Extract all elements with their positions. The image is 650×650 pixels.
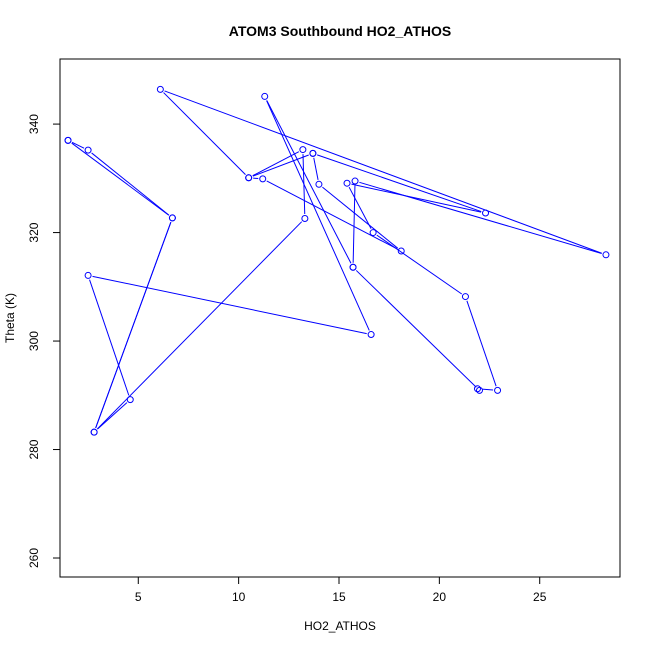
y-tick-label: 340 [27, 114, 41, 134]
series-segment [164, 90, 602, 254]
data-point [475, 386, 483, 394]
data-point [84, 271, 92, 279]
data-point [367, 331, 375, 339]
y-tick-label: 260 [27, 548, 41, 568]
series-segment [96, 221, 303, 430]
series-segment [266, 180, 398, 250]
series-segment [316, 154, 482, 213]
data-point [309, 149, 317, 157]
series-segment [89, 279, 130, 396]
series-segment [91, 152, 170, 216]
series-segment [97, 402, 128, 430]
data-point [349, 263, 357, 271]
x-tick-label: 20 [433, 590, 447, 604]
series-layer [64, 85, 610, 436]
series-segment [92, 275, 367, 335]
data-point [259, 175, 267, 183]
series-segment [355, 270, 477, 388]
series-segment [95, 221, 172, 429]
data-point [64, 136, 72, 144]
data-point [168, 214, 176, 222]
x-axis-label: HO2_ATHOS [304, 619, 376, 633]
series-segment [266, 100, 370, 331]
series-segment [163, 92, 246, 175]
series-2 [245, 149, 502, 394]
x-axis: 5 10 15 20 25 [135, 576, 547, 604]
data-point [261, 92, 269, 100]
data-point [369, 229, 377, 237]
series-segment [322, 186, 399, 249]
data-point [473, 385, 481, 393]
data-point [351, 177, 359, 185]
series-segment [252, 154, 309, 177]
data-point [301, 214, 309, 222]
plot-area [59, 58, 621, 578]
data-point [343, 179, 351, 187]
data-point [90, 428, 98, 436]
data-point [482, 209, 490, 217]
data-point [126, 396, 134, 404]
series-segment [266, 100, 352, 264]
series-segment [376, 234, 463, 295]
series-1 [64, 85, 610, 436]
series-segment [71, 141, 85, 149]
series-segment [351, 183, 482, 213]
data-point [245, 174, 253, 182]
data-point [299, 146, 307, 154]
data-point [397, 247, 405, 255]
data-point [602, 251, 610, 259]
y-tick-label: 280 [27, 439, 41, 459]
y-tick-label: 300 [27, 331, 41, 351]
series-segment [466, 300, 497, 387]
x-tick-label: 25 [533, 590, 547, 604]
series-segment [313, 157, 319, 180]
data-point [494, 386, 502, 394]
y-axis: 260 280 300 320 340 [27, 114, 61, 568]
x-tick-label: 15 [332, 590, 346, 604]
x-tick-label: 10 [232, 590, 246, 604]
data-point [461, 293, 469, 301]
chart-title: ATOM3 Southbound HO2_ATHOS [229, 23, 451, 39]
y-axis-label: Theta (K) [3, 293, 17, 343]
data-point [84, 146, 92, 154]
series-segment [481, 388, 494, 391]
data-point [315, 180, 323, 188]
series-segment [71, 142, 170, 216]
data-point [156, 85, 164, 93]
x-tick-label: 5 [135, 590, 142, 604]
series-segment [348, 186, 372, 229]
series-segment [252, 151, 300, 177]
series-segment [359, 181, 602, 255]
y-tick-label: 320 [27, 222, 41, 242]
